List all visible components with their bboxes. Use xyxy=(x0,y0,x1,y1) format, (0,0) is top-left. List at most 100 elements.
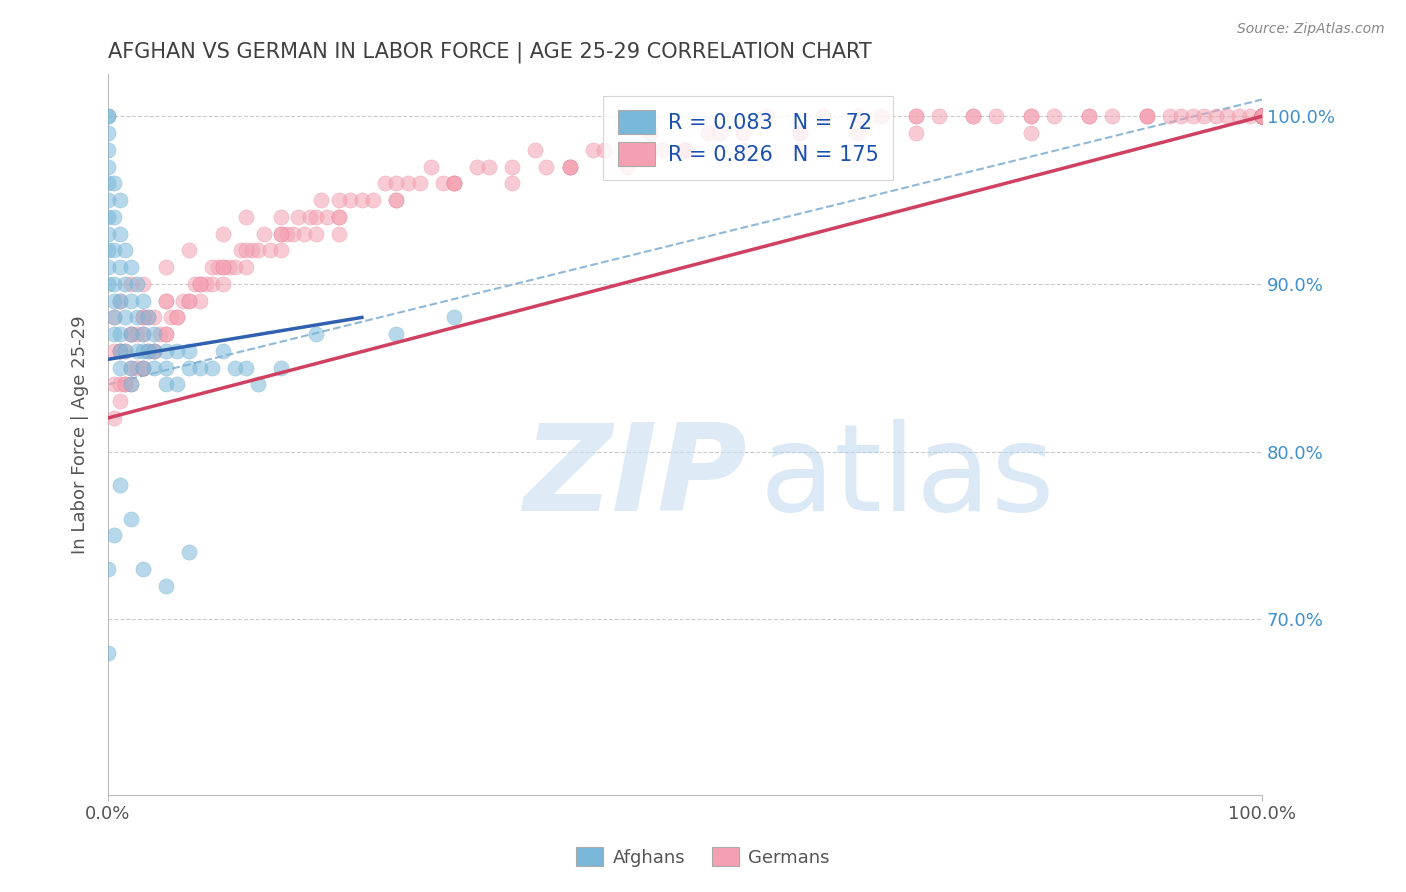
Point xyxy=(120,360,142,375)
Point xyxy=(108,343,131,358)
Point xyxy=(143,343,166,358)
Point xyxy=(155,343,177,358)
Point xyxy=(536,160,558,174)
Point xyxy=(97,260,120,275)
Point xyxy=(120,293,142,308)
Point xyxy=(1159,109,1181,123)
Point xyxy=(287,210,309,224)
Point xyxy=(97,646,120,660)
Point xyxy=(103,343,125,358)
Point xyxy=(138,343,160,358)
Point xyxy=(904,126,927,140)
Point xyxy=(120,360,142,375)
Point xyxy=(114,343,136,358)
Point xyxy=(755,109,778,123)
Point xyxy=(97,160,120,174)
Point xyxy=(155,327,177,342)
Point xyxy=(904,109,927,123)
Point xyxy=(235,360,257,375)
Point xyxy=(1251,109,1274,123)
Point xyxy=(350,193,373,207)
Point xyxy=(1251,109,1274,123)
Point xyxy=(1077,109,1099,123)
Point xyxy=(363,193,385,207)
Point xyxy=(224,360,246,375)
Point xyxy=(1135,109,1157,123)
Point xyxy=(125,360,148,375)
Point xyxy=(201,277,224,291)
Point xyxy=(305,210,328,224)
Point xyxy=(172,293,194,308)
Point xyxy=(396,177,419,191)
Point xyxy=(1205,109,1227,123)
Point xyxy=(1251,109,1274,123)
Text: atlas: atlas xyxy=(761,419,1056,536)
Point xyxy=(97,227,120,241)
Point xyxy=(928,109,950,123)
Point xyxy=(789,126,811,140)
Point xyxy=(108,343,131,358)
Point xyxy=(166,377,188,392)
Point xyxy=(731,143,754,157)
Point xyxy=(138,310,160,325)
Point xyxy=(328,227,350,241)
Point xyxy=(155,293,177,308)
Point xyxy=(188,277,211,291)
Point xyxy=(97,109,120,123)
Point xyxy=(731,126,754,140)
Point xyxy=(673,143,696,157)
Point xyxy=(813,109,835,123)
Point xyxy=(1251,109,1274,123)
Point xyxy=(443,177,465,191)
Point xyxy=(97,244,120,258)
Point xyxy=(697,126,720,140)
Point xyxy=(120,327,142,342)
Point xyxy=(846,109,869,123)
Point xyxy=(374,177,396,191)
Point xyxy=(673,143,696,157)
Point xyxy=(259,244,281,258)
Point xyxy=(177,244,200,258)
Point xyxy=(558,160,581,174)
Point xyxy=(212,227,235,241)
Point xyxy=(385,193,408,207)
Point xyxy=(986,109,1008,123)
Point xyxy=(160,310,183,325)
Point xyxy=(166,310,188,325)
Point xyxy=(103,310,125,325)
Point xyxy=(177,343,200,358)
Point xyxy=(125,343,148,358)
Point xyxy=(131,293,153,308)
Point xyxy=(131,327,153,342)
Point xyxy=(1251,109,1274,123)
Point xyxy=(166,310,188,325)
Point xyxy=(177,360,200,375)
Point xyxy=(1181,109,1204,123)
Point xyxy=(212,277,235,291)
Point xyxy=(131,360,153,375)
Point xyxy=(558,160,581,174)
Point xyxy=(246,377,269,392)
Point xyxy=(1135,109,1157,123)
Point xyxy=(298,210,321,224)
Point xyxy=(443,177,465,191)
Point xyxy=(131,343,153,358)
Point xyxy=(155,327,177,342)
Point xyxy=(97,562,120,576)
Point xyxy=(651,143,673,157)
Point xyxy=(103,411,125,425)
Point xyxy=(125,310,148,325)
Point xyxy=(1251,109,1274,123)
Point xyxy=(673,143,696,157)
Point xyxy=(270,227,292,241)
Point xyxy=(103,277,125,291)
Point xyxy=(97,193,120,207)
Point xyxy=(224,260,246,275)
Point xyxy=(962,109,984,123)
Point xyxy=(616,143,638,157)
Point xyxy=(120,377,142,392)
Point xyxy=(108,377,131,392)
Point xyxy=(131,562,153,576)
Point xyxy=(870,109,893,123)
Point xyxy=(1251,109,1274,123)
